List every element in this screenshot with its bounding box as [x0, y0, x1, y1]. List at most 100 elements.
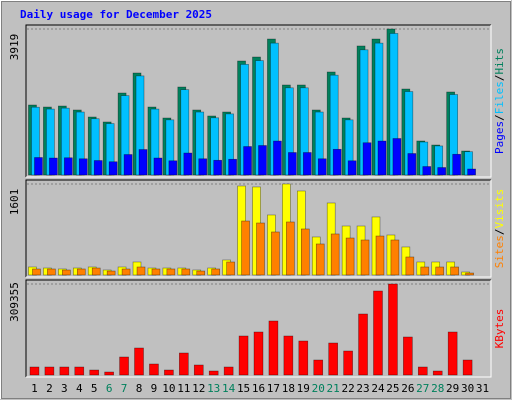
bar	[360, 239, 370, 276]
bar	[47, 268, 56, 276]
bar	[271, 231, 280, 276]
x-tick-label: 29	[446, 382, 459, 395]
bar	[407, 153, 417, 176]
bar	[241, 220, 250, 276]
x-tick-label: 5	[91, 382, 98, 395]
bar	[213, 159, 222, 176]
bar	[168, 160, 178, 176]
x-tick-label: 15	[237, 382, 250, 395]
bar	[447, 331, 458, 376]
bar	[390, 239, 400, 276]
x-tick-label: 22	[341, 382, 354, 395]
x-tick-label: 8	[136, 382, 143, 395]
bar	[452, 153, 461, 176]
bar	[388, 283, 398, 376]
bar	[403, 336, 413, 376]
x-tick-label: 31	[476, 382, 489, 395]
panel-edge-light	[26, 280, 492, 378]
legend-entry: Files	[493, 81, 506, 114]
bar	[134, 347, 144, 376]
x-tick-label: 17	[267, 382, 280, 395]
x-tick-label: 23	[356, 382, 369, 395]
bar	[123, 154, 133, 176]
bar	[119, 356, 129, 376]
bar	[208, 370, 219, 376]
bar	[330, 233, 340, 276]
y-tick-label: 3919	[8, 34, 21, 61]
legend-entry: Sites	[493, 235, 506, 268]
bar	[74, 366, 85, 376]
bar	[64, 157, 73, 176]
x-tick-label: 14	[222, 382, 236, 395]
bar	[256, 222, 265, 276]
bar	[392, 138, 402, 176]
legend-separator: /	[493, 229, 506, 236]
bar	[93, 160, 103, 176]
x-tick-label: 16	[252, 382, 265, 395]
x-tick-label: 26	[401, 382, 414, 395]
bar	[196, 270, 206, 276]
x-tick-label: 21	[327, 382, 340, 395]
legend-entry: Hits	[493, 48, 506, 75]
x-tick-label: 11	[177, 382, 190, 395]
bar	[29, 366, 40, 376]
bar	[301, 228, 310, 276]
bar	[149, 363, 159, 376]
bar	[151, 268, 161, 276]
bar	[78, 158, 88, 176]
legend-separator: /	[493, 75, 506, 82]
bar	[328, 342, 338, 376]
bar	[313, 359, 324, 376]
bar	[273, 140, 282, 176]
bar	[450, 266, 459, 276]
bar	[417, 366, 428, 376]
bar	[238, 335, 249, 376]
bar	[226, 261, 235, 276]
bar	[268, 320, 279, 376]
y-tick-label: 309355	[8, 282, 21, 322]
bar	[422, 166, 432, 176]
bar	[49, 157, 58, 176]
legend: KBytes	[493, 309, 506, 349]
bar	[343, 350, 353, 376]
bar	[315, 243, 325, 276]
bar	[32, 268, 41, 276]
bar	[166, 268, 176, 276]
bar	[420, 266, 430, 276]
x-tick-label: 13	[207, 382, 220, 395]
bar	[211, 268, 220, 276]
y-tick-label: 1601	[8, 189, 21, 216]
bar	[317, 158, 327, 176]
bar	[108, 161, 118, 176]
x-tick-label: 1	[31, 382, 38, 395]
bar	[62, 269, 71, 276]
bar	[258, 145, 267, 176]
bar	[467, 168, 476, 176]
bar	[138, 149, 148, 176]
legend: Sites/Visits	[493, 189, 506, 269]
bar	[76, 268, 86, 276]
legend-separator: /	[493, 114, 506, 121]
x-tick-label: 7	[121, 382, 128, 395]
bar	[164, 369, 174, 376]
bar	[104, 371, 114, 376]
bar	[432, 370, 443, 376]
bar	[34, 157, 43, 176]
bar	[405, 256, 415, 276]
x-tick-label: 2	[46, 382, 53, 395]
bar	[332, 148, 342, 176]
bar	[462, 359, 473, 376]
bar	[121, 268, 131, 276]
bar	[303, 152, 312, 176]
panel-edge-dark	[25, 279, 491, 377]
bar	[153, 157, 163, 176]
x-tick-label: 10	[162, 382, 175, 395]
x-tick-label: 28	[431, 382, 444, 395]
bar	[286, 221, 295, 276]
chart-title: Daily usage for December 2025	[20, 8, 212, 21]
bar	[136, 266, 146, 276]
x-tick-label: 9	[151, 382, 158, 395]
bar	[181, 268, 191, 276]
bar	[193, 364, 204, 376]
